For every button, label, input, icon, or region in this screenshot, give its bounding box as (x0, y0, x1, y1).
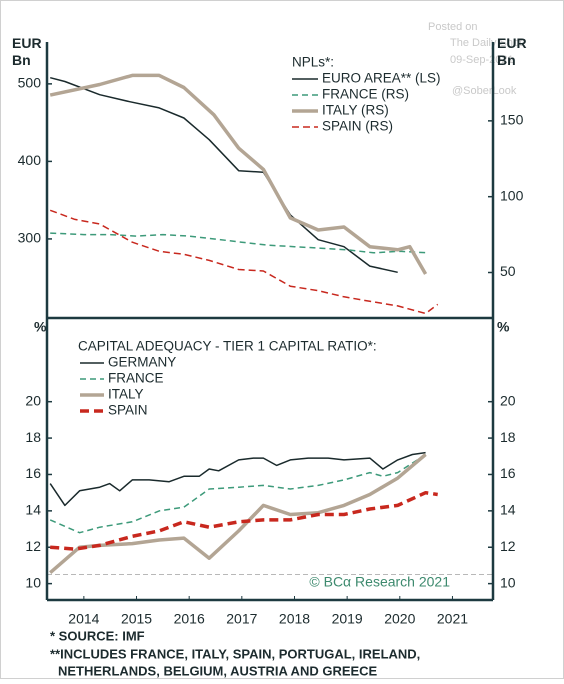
y2-tick-label: 18 (500, 429, 516, 445)
series-line (49, 453, 427, 575)
footnote: NETHERLANDS, BELGIUM, AUSTRIA AND GREECE (58, 663, 378, 678)
x-tick-label: 2015 (121, 611, 152, 627)
y-tick-label: 20 (25, 392, 41, 408)
series-line (49, 453, 427, 534)
legend-label: ITALY (108, 387, 144, 402)
footnote: * SOURCE: IMF (50, 628, 145, 643)
legend-title: NPLs*: (292, 55, 334, 70)
y-tick-label: 18 (25, 429, 41, 445)
series-line (49, 73, 428, 275)
series-line (50, 490, 438, 551)
x-tick-label: 2017 (226, 611, 257, 627)
legend-label: SPAIN (108, 403, 148, 418)
series-line (50, 232, 428, 254)
y-tick-label: 10 (25, 574, 41, 590)
watermark: Posted on (428, 21, 478, 33)
y2-axis-label: % (497, 319, 510, 335)
x-tick-label: 2014 (68, 611, 99, 627)
series-line (49, 209, 439, 315)
y-tick-label: 14 (25, 502, 41, 518)
x-tick-label: 2021 (437, 611, 468, 627)
y2-tick-label: 20 (500, 392, 516, 408)
y2-tick-label: 50 (500, 263, 516, 279)
series-line (50, 76, 398, 274)
x-tick-label: 2016 (174, 611, 205, 627)
y-tick-label: 12 (25, 538, 41, 554)
legend-label: GERMANY (108, 355, 176, 370)
y2-tick-label: 16 (500, 465, 516, 481)
legend-title: CAPITAL ADEQUACY - TIER 1 CAPITAL RATIO*… (78, 339, 377, 354)
y2-axis-label: EUR Bn (497, 35, 527, 68)
y-tick-label: 500 (18, 75, 42, 91)
watermark: The Daily Shot (450, 37, 522, 49)
legend-label: FRANCE (108, 371, 164, 386)
y-tick-label: 300 (18, 230, 42, 246)
legend-label: ITALY (RS) (322, 103, 389, 118)
footnote: **INCLUDES FRANCE, ITALY, SPAIN, PORTUGA… (50, 646, 420, 661)
watermark: 09-Sep-2021 (450, 54, 514, 66)
legend-label: SPAIN (RS) (322, 119, 393, 134)
y2-tick-label: 150 (500, 112, 524, 128)
x-tick-label: 2019 (332, 611, 363, 627)
watermark: @SoberLook (452, 85, 517, 97)
y2-tick-label: 12 (500, 538, 516, 554)
credit: © BCα Research 2021 (309, 574, 450, 590)
x-tick-label: 2020 (384, 611, 415, 627)
y-tick-label: 16 (25, 465, 41, 481)
y2-tick-label: 100 (500, 187, 524, 203)
y-axis-label: % (34, 319, 47, 335)
y2-tick-label: 14 (500, 502, 516, 518)
x-tick-label: 2018 (279, 611, 310, 627)
y2-tick-label: 10 (500, 574, 516, 590)
series-line (49, 451, 426, 507)
legend-label: EURO AREA** (LS) (322, 71, 441, 86)
y-axis-label: EUR Bn (12, 35, 42, 68)
y-tick-label: 400 (18, 152, 42, 168)
legend-label: FRANCE (RS) (322, 87, 409, 102)
